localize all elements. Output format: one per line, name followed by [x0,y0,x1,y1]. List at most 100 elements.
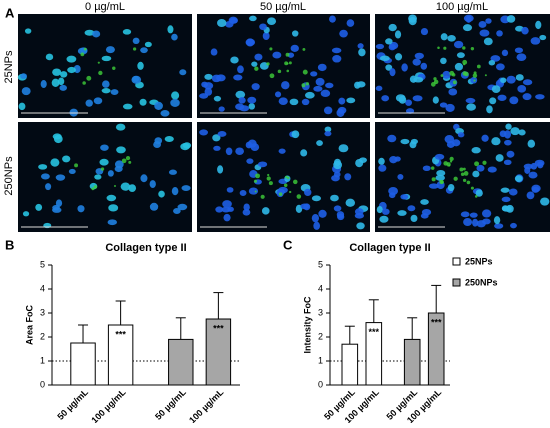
nucleus [45,183,52,191]
nucleus [469,212,478,218]
nucleus [249,15,257,22]
panel-label: A [5,5,15,20]
nucleus [530,37,541,45]
nucleus [485,18,492,24]
nucleus [101,88,111,94]
nucleus [436,170,446,177]
nucleus [164,136,174,143]
nucleus [358,48,366,57]
nucleus [388,23,397,32]
nucleus [333,205,342,212]
nucleus [38,164,48,170]
nucleus [539,34,547,41]
nucleus [128,184,137,193]
nucleus [329,15,336,23]
column-label: 0 µg/mL [85,1,125,13]
green-signal [473,79,476,82]
nucleus [114,160,124,169]
nucleus [410,214,418,223]
nucleus [488,59,496,66]
nucleus [535,20,542,30]
green-signal [437,46,440,50]
green-signal [476,64,481,69]
nucleus [243,203,250,211]
nucleus [475,189,483,197]
y-tick-label: 5 [318,259,323,269]
nucleus [375,85,383,91]
green-signal [278,192,283,196]
nucleus [278,148,286,154]
nucleus [105,46,115,54]
row-label: 25NPs [3,50,15,84]
nucleus [452,139,461,147]
nucleus [213,95,222,102]
nucleus [60,71,68,78]
nucleus [454,62,463,71]
nucleus [55,174,66,181]
x-tick-label: 100 µg/mL [187,387,226,423]
nucleus [223,213,231,222]
nucleus [221,206,231,213]
nucleus [407,205,416,212]
nucleus [182,142,192,149]
nucleus [376,206,383,214]
nucleus [217,19,227,28]
nucleus [217,131,227,137]
green-signal [433,79,439,85]
bar [70,342,96,386]
nucleus [333,160,343,170]
nucleus [527,139,536,148]
nucleus [173,207,181,214]
nucleus [107,170,114,177]
green-signal [253,179,258,183]
nucleus [149,202,159,211]
nucleus [420,62,428,70]
nucleus [476,220,486,228]
nucleus [122,29,132,35]
nucleus [122,103,133,110]
nucleus [356,81,366,88]
nucleus [408,14,417,23]
nucleus [354,212,365,219]
nucleus [215,206,224,213]
nucleus [311,213,320,223]
nucleus [218,106,225,112]
nucleus [400,194,409,200]
green-signal [305,82,310,86]
nucleus [531,186,540,193]
bar [205,318,232,386]
y-axis-label: Area FoC [24,304,34,345]
nucleus [428,183,439,189]
nucleus [120,182,131,191]
nucleus [510,127,520,136]
green-signal [125,155,131,161]
green-signal [462,46,466,50]
green-signal [286,69,290,73]
nucleus [212,134,221,142]
nucleus [524,166,531,174]
y-tick-label: 2 [318,331,323,341]
nucleus [444,135,455,144]
micrograph [197,14,370,118]
nucleus [154,101,163,111]
nucleus [331,47,342,54]
nucleus [381,95,390,102]
nucleus [397,210,407,216]
green-signal [266,176,271,181]
green-signal [452,80,457,85]
nucleus [274,91,282,98]
green-signal [463,63,466,66]
nucleus [501,196,511,203]
legend-swatch [452,278,461,287]
nucleus [92,30,101,38]
nucleus [304,188,312,197]
nucleus [389,68,396,77]
nucleus [412,58,421,66]
nucleus [140,174,148,183]
column-label: 100 µg/mL [436,1,488,13]
nucleus [313,85,323,92]
green-signal [453,176,458,181]
nucleus [239,189,247,197]
nucleus [420,199,429,205]
